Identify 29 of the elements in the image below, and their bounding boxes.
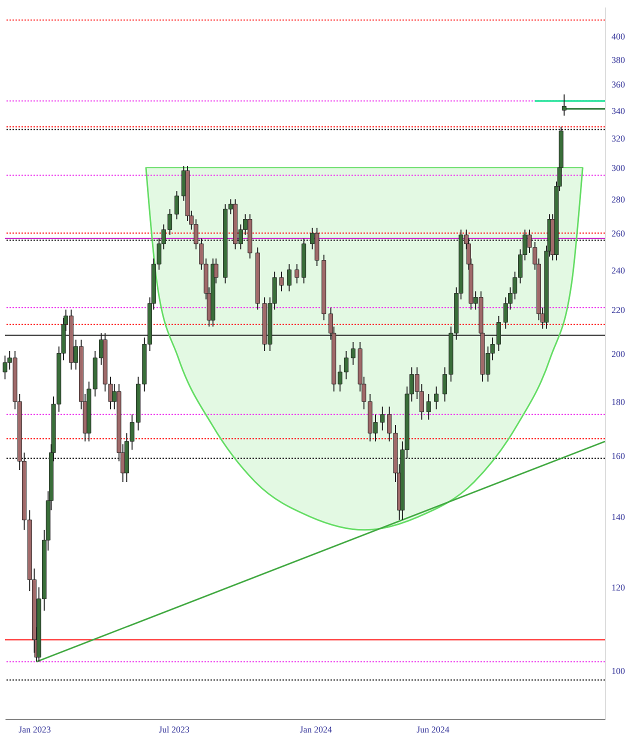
- candlestick: [380, 406, 385, 431]
- x-tick-label: Jan 2024: [300, 724, 333, 734]
- y-tick-label: 320: [612, 134, 626, 144]
- y-tick-label: 340: [612, 106, 626, 116]
- y-tick-label: 160: [612, 450, 626, 461]
- candlestick: [426, 393, 431, 420]
- candlestick: [350, 341, 356, 366]
- y-tick-label: 120: [612, 582, 626, 593]
- y-tick-label: 260: [612, 228, 626, 239]
- x-tick-label: Jan 2023: [18, 724, 52, 734]
- y-tick-label: 280: [612, 194, 626, 205]
- y-tick-label: 240: [612, 265, 626, 276]
- y-tick-label: 380: [612, 54, 626, 65]
- y-tick-label: 100: [612, 666, 626, 676]
- y-tick-label: 220: [612, 305, 626, 316]
- candlestick: [279, 271, 284, 292]
- y-tick-label: 180: [612, 397, 626, 408]
- y-tick-label: 360: [612, 80, 626, 90]
- candlestick: [562, 94, 566, 116]
- y-tick-label: 300: [612, 163, 626, 174]
- candlestick: [286, 264, 292, 292]
- y-tick-label: 200: [612, 348, 626, 359]
- candlestick: [294, 264, 300, 284]
- candlestick: [434, 386, 439, 410]
- candlestick: [174, 190, 180, 220]
- x-tick-label: Jun 2024: [416, 724, 450, 734]
- x-tick-label: Jul 2023: [158, 724, 190, 734]
- y-tick-label: 400: [612, 31, 626, 42]
- y-tick-label: 140: [612, 512, 626, 522]
